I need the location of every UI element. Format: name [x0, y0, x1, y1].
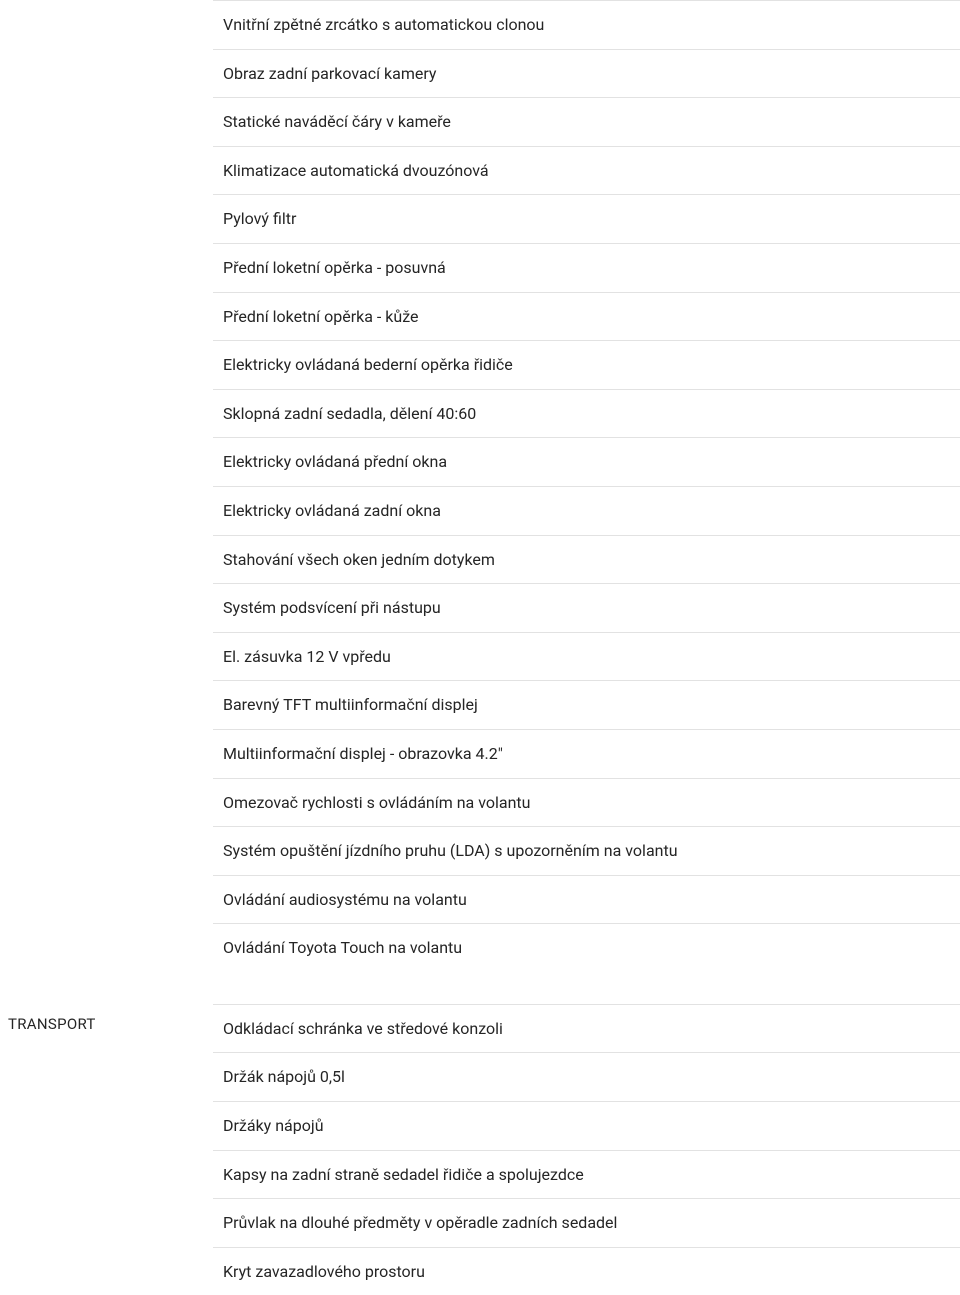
list-item: Průvlak na dlouhé předměty v opěradle za…: [213, 1198, 960, 1247]
list-item: Pylový filtr: [213, 194, 960, 243]
list-item: Držáky nápojů: [213, 1101, 960, 1150]
list-item: Kryt zavazadlového prostoru: [213, 1247, 960, 1295]
list-item: Obraz zadní parkovací kamery: [213, 49, 960, 98]
list-item: El. zásuvka 12 V vpředu: [213, 632, 960, 681]
section-label: TRANSPORT: [0, 1004, 213, 1295]
list-item: Elektricky ovládaná zadní okna: [213, 486, 960, 535]
section-items-list: Vnitřní zpětné zrcátko s automatickou cl…: [213, 0, 960, 972]
list-item: Stahování všech oken jedním dotykem: [213, 535, 960, 584]
list-item: Klimatizace automatická dvouzónová: [213, 146, 960, 195]
list-item: Statické naváděcí čáry v kameře: [213, 97, 960, 146]
list-item: Přední loketní opěrka - posuvná: [213, 243, 960, 292]
list-item: Odkládací schránka ve středové konzoli: [213, 1004, 960, 1053]
list-item: Omezovač rychlosti s ovládáním na volant…: [213, 778, 960, 827]
list-item: Barevný TFT multiinformační displej: [213, 680, 960, 729]
section-gap: [0, 972, 960, 1004]
list-item: Přední loketní opěrka - kůže: [213, 292, 960, 341]
section-items-list: Odkládací schránka ve středové konzoli D…: [213, 1004, 960, 1295]
list-item: Kapsy na zadní straně sedadel řidiče a s…: [213, 1150, 960, 1199]
list-item: Elektricky ovládaná bederní opěrka řidič…: [213, 340, 960, 389]
feature-section: TRANSPORT Odkládací schránka ve středové…: [0, 1004, 960, 1295]
section-label: [0, 0, 213, 972]
list-item: Vnitřní zpětné zrcátko s automatickou cl…: [213, 0, 960, 49]
list-item: Ovládání audiosystému na volantu: [213, 875, 960, 924]
list-item: Ovládání Toyota Touch na volantu: [213, 923, 960, 972]
list-item: Systém opuštění jízdního pruhu (LDA) s u…: [213, 826, 960, 875]
list-item: Elektricky ovládaná přední okna: [213, 437, 960, 486]
list-item: Multiinformační displej - obrazovka 4.2": [213, 729, 960, 778]
list-item: Držák nápojů 0,5l: [213, 1052, 960, 1101]
list-item: Systém podsvícení při nástupu: [213, 583, 960, 632]
feature-section: Vnitřní zpětné zrcátko s automatickou cl…: [0, 0, 960, 972]
feature-specs-container: Vnitřní zpětné zrcátko s automatickou cl…: [0, 0, 960, 1295]
list-item: Sklopná zadní sedadla, dělení 40:60: [213, 389, 960, 438]
